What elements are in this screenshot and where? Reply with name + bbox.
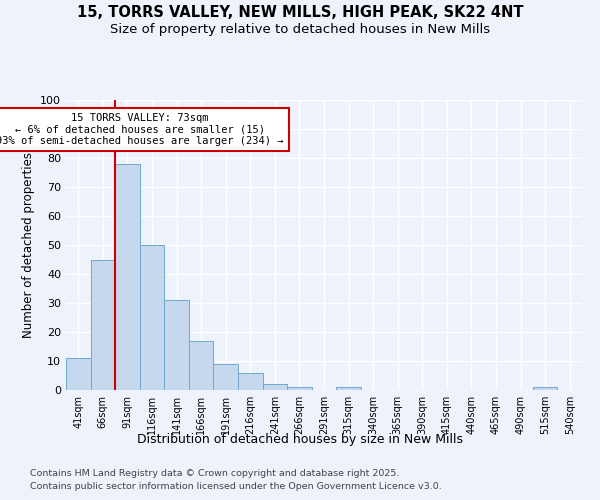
Bar bbox=[533, 387, 557, 390]
Bar bbox=[287, 387, 312, 390]
Bar bbox=[263, 384, 287, 390]
Text: Distribution of detached houses by size in New Mills: Distribution of detached houses by size … bbox=[137, 432, 463, 446]
Y-axis label: Number of detached properties: Number of detached properties bbox=[22, 152, 35, 338]
Bar bbox=[189, 340, 214, 390]
Text: Contains public sector information licensed under the Open Government Licence v3: Contains public sector information licen… bbox=[30, 482, 442, 491]
Text: 15 TORRS VALLEY: 73sqm
← 6% of detached houses are smaller (15)
93% of semi-deta: 15 TORRS VALLEY: 73sqm ← 6% of detached … bbox=[0, 113, 283, 146]
Bar bbox=[140, 245, 164, 390]
Bar bbox=[115, 164, 140, 390]
Bar bbox=[238, 372, 263, 390]
Text: 15, TORRS VALLEY, NEW MILLS, HIGH PEAK, SK22 4NT: 15, TORRS VALLEY, NEW MILLS, HIGH PEAK, … bbox=[77, 5, 523, 20]
Bar bbox=[214, 364, 238, 390]
Bar bbox=[164, 300, 189, 390]
Text: Contains HM Land Registry data © Crown copyright and database right 2025.: Contains HM Land Registry data © Crown c… bbox=[30, 468, 400, 477]
Text: Size of property relative to detached houses in New Mills: Size of property relative to detached ho… bbox=[110, 22, 490, 36]
Bar bbox=[336, 387, 361, 390]
Bar bbox=[66, 358, 91, 390]
Bar bbox=[91, 260, 115, 390]
